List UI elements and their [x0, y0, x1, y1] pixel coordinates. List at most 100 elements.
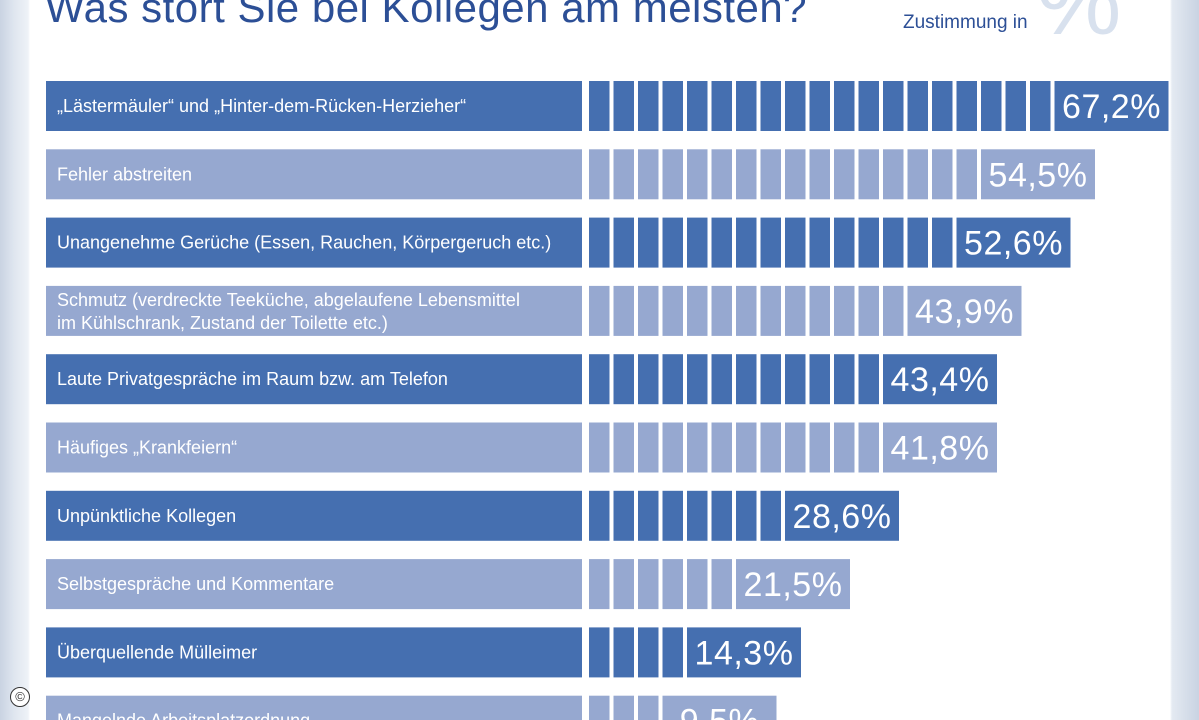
- bar-segment: [662, 559, 683, 610]
- category-label: Mangelnde Arbeitsplatzordnung: [57, 711, 310, 720]
- category-bar: [46, 285, 582, 336]
- bar-segment: [687, 81, 708, 131]
- bar-segment: [638, 559, 659, 610]
- bar-segment: [589, 627, 610, 678]
- bar-segment: [589, 354, 610, 405]
- bar-segment: [809, 422, 830, 473]
- bar-segment: [589, 422, 610, 473]
- bar-segment: [785, 285, 806, 336]
- category-bar: [46, 627, 582, 678]
- bar-segment: [589, 285, 610, 336]
- bar-segment: [809, 354, 830, 405]
- unit-label: Zustimmung in: [903, 12, 1028, 33]
- category-bar: [46, 559, 582, 610]
- value-label: 28,6%: [793, 498, 892, 536]
- bar-segment: [981, 81, 1002, 131]
- bar-segment: [687, 354, 708, 405]
- bar-segment: [760, 81, 781, 131]
- value-box: [981, 149, 1095, 200]
- bar-segment: [760, 354, 781, 405]
- bar-segment: [809, 217, 830, 268]
- bar-segment: [687, 490, 708, 541]
- value-label: 41,8%: [891, 430, 990, 468]
- bar-segment: [858, 81, 879, 131]
- value-label: 67,2%: [1062, 88, 1161, 126]
- bar-segment: [760, 422, 781, 473]
- bar-segment: [785, 149, 806, 200]
- bar-segment: [858, 149, 879, 200]
- bar-segment: [662, 627, 683, 678]
- bar-segment: [638, 285, 659, 336]
- bar-segment: [711, 81, 732, 131]
- category-bar: [46, 422, 582, 473]
- bar-segment: [589, 695, 610, 720]
- unit-symbol: %: [1036, 0, 1122, 55]
- bar-segment: [907, 81, 928, 131]
- category-bar: [46, 217, 582, 268]
- bar-segment: [858, 422, 879, 473]
- bar-segment: [662, 81, 683, 131]
- bar-segment: [809, 285, 830, 336]
- value-box: [785, 490, 899, 541]
- category-label: Fehler abstreiten: [57, 164, 192, 184]
- bar-segment: [613, 285, 634, 336]
- bar-segment: [932, 149, 953, 200]
- category-bar: [46, 149, 582, 200]
- bar-segment: [858, 217, 879, 268]
- bar-segment: [613, 695, 634, 720]
- bar-segment: [662, 149, 683, 200]
- bar-segment: [687, 422, 708, 473]
- bar-segment: [613, 149, 634, 200]
- bar-segment: [711, 149, 732, 200]
- bar-segment: [613, 422, 634, 473]
- bar-segment: [956, 81, 977, 131]
- category-label: Laute Privatgespräche im Raum bzw. am Te…: [57, 369, 448, 389]
- bar-segment: [662, 490, 683, 541]
- bar-segment: [613, 354, 634, 405]
- value-box: [956, 217, 1071, 268]
- bar-segment: [760, 490, 781, 541]
- bar-segment: [613, 627, 634, 678]
- bar-segment: [589, 81, 610, 131]
- category-label: „Lästermäuler“ und „Hinter-dem-Rücken-He…: [57, 96, 466, 116]
- bar-segment: [662, 422, 683, 473]
- bar-segment: [711, 559, 732, 610]
- bar-segment: [736, 149, 757, 200]
- bar-segment: [834, 354, 855, 405]
- category-bar: [46, 695, 582, 720]
- bar-segment: [907, 149, 928, 200]
- bar-segment: [589, 217, 610, 268]
- category-label: Häufiges „Krankfeiern“: [57, 438, 237, 458]
- bar-segment: [589, 490, 610, 541]
- bar-segment: [760, 217, 781, 268]
- bar-segment: [638, 490, 659, 541]
- category-bar: [46, 490, 582, 541]
- bar-segment: [1030, 81, 1051, 131]
- value-box: [883, 422, 997, 473]
- bar-segment: [809, 81, 830, 131]
- bar-segment: [956, 149, 977, 200]
- bar-segment: [613, 81, 634, 131]
- bar-segment: [736, 490, 757, 541]
- bar-segment: [638, 422, 659, 473]
- category-label: Unpünktliche Kollegen: [57, 506, 236, 526]
- bar-segment: [907, 217, 928, 268]
- bar-segment: [834, 217, 855, 268]
- bar-segment: [834, 149, 855, 200]
- value-label: 43,9%: [915, 293, 1014, 331]
- bar-segment: [711, 490, 732, 541]
- bar-segment: [613, 559, 634, 610]
- bar-segment: [785, 422, 806, 473]
- bar-segment: [785, 354, 806, 405]
- bar-segment: [809, 149, 830, 200]
- bar-segment: [662, 285, 683, 336]
- bar-segment: [834, 285, 855, 336]
- bar-segment: [638, 627, 659, 678]
- bar-segment: [932, 81, 953, 131]
- bar-segment: [589, 559, 610, 610]
- value-box: [883, 354, 997, 405]
- bar-segment: [638, 217, 659, 268]
- bar-segment: [687, 559, 708, 610]
- bar-segment: [736, 285, 757, 336]
- bar-segment: [638, 695, 659, 720]
